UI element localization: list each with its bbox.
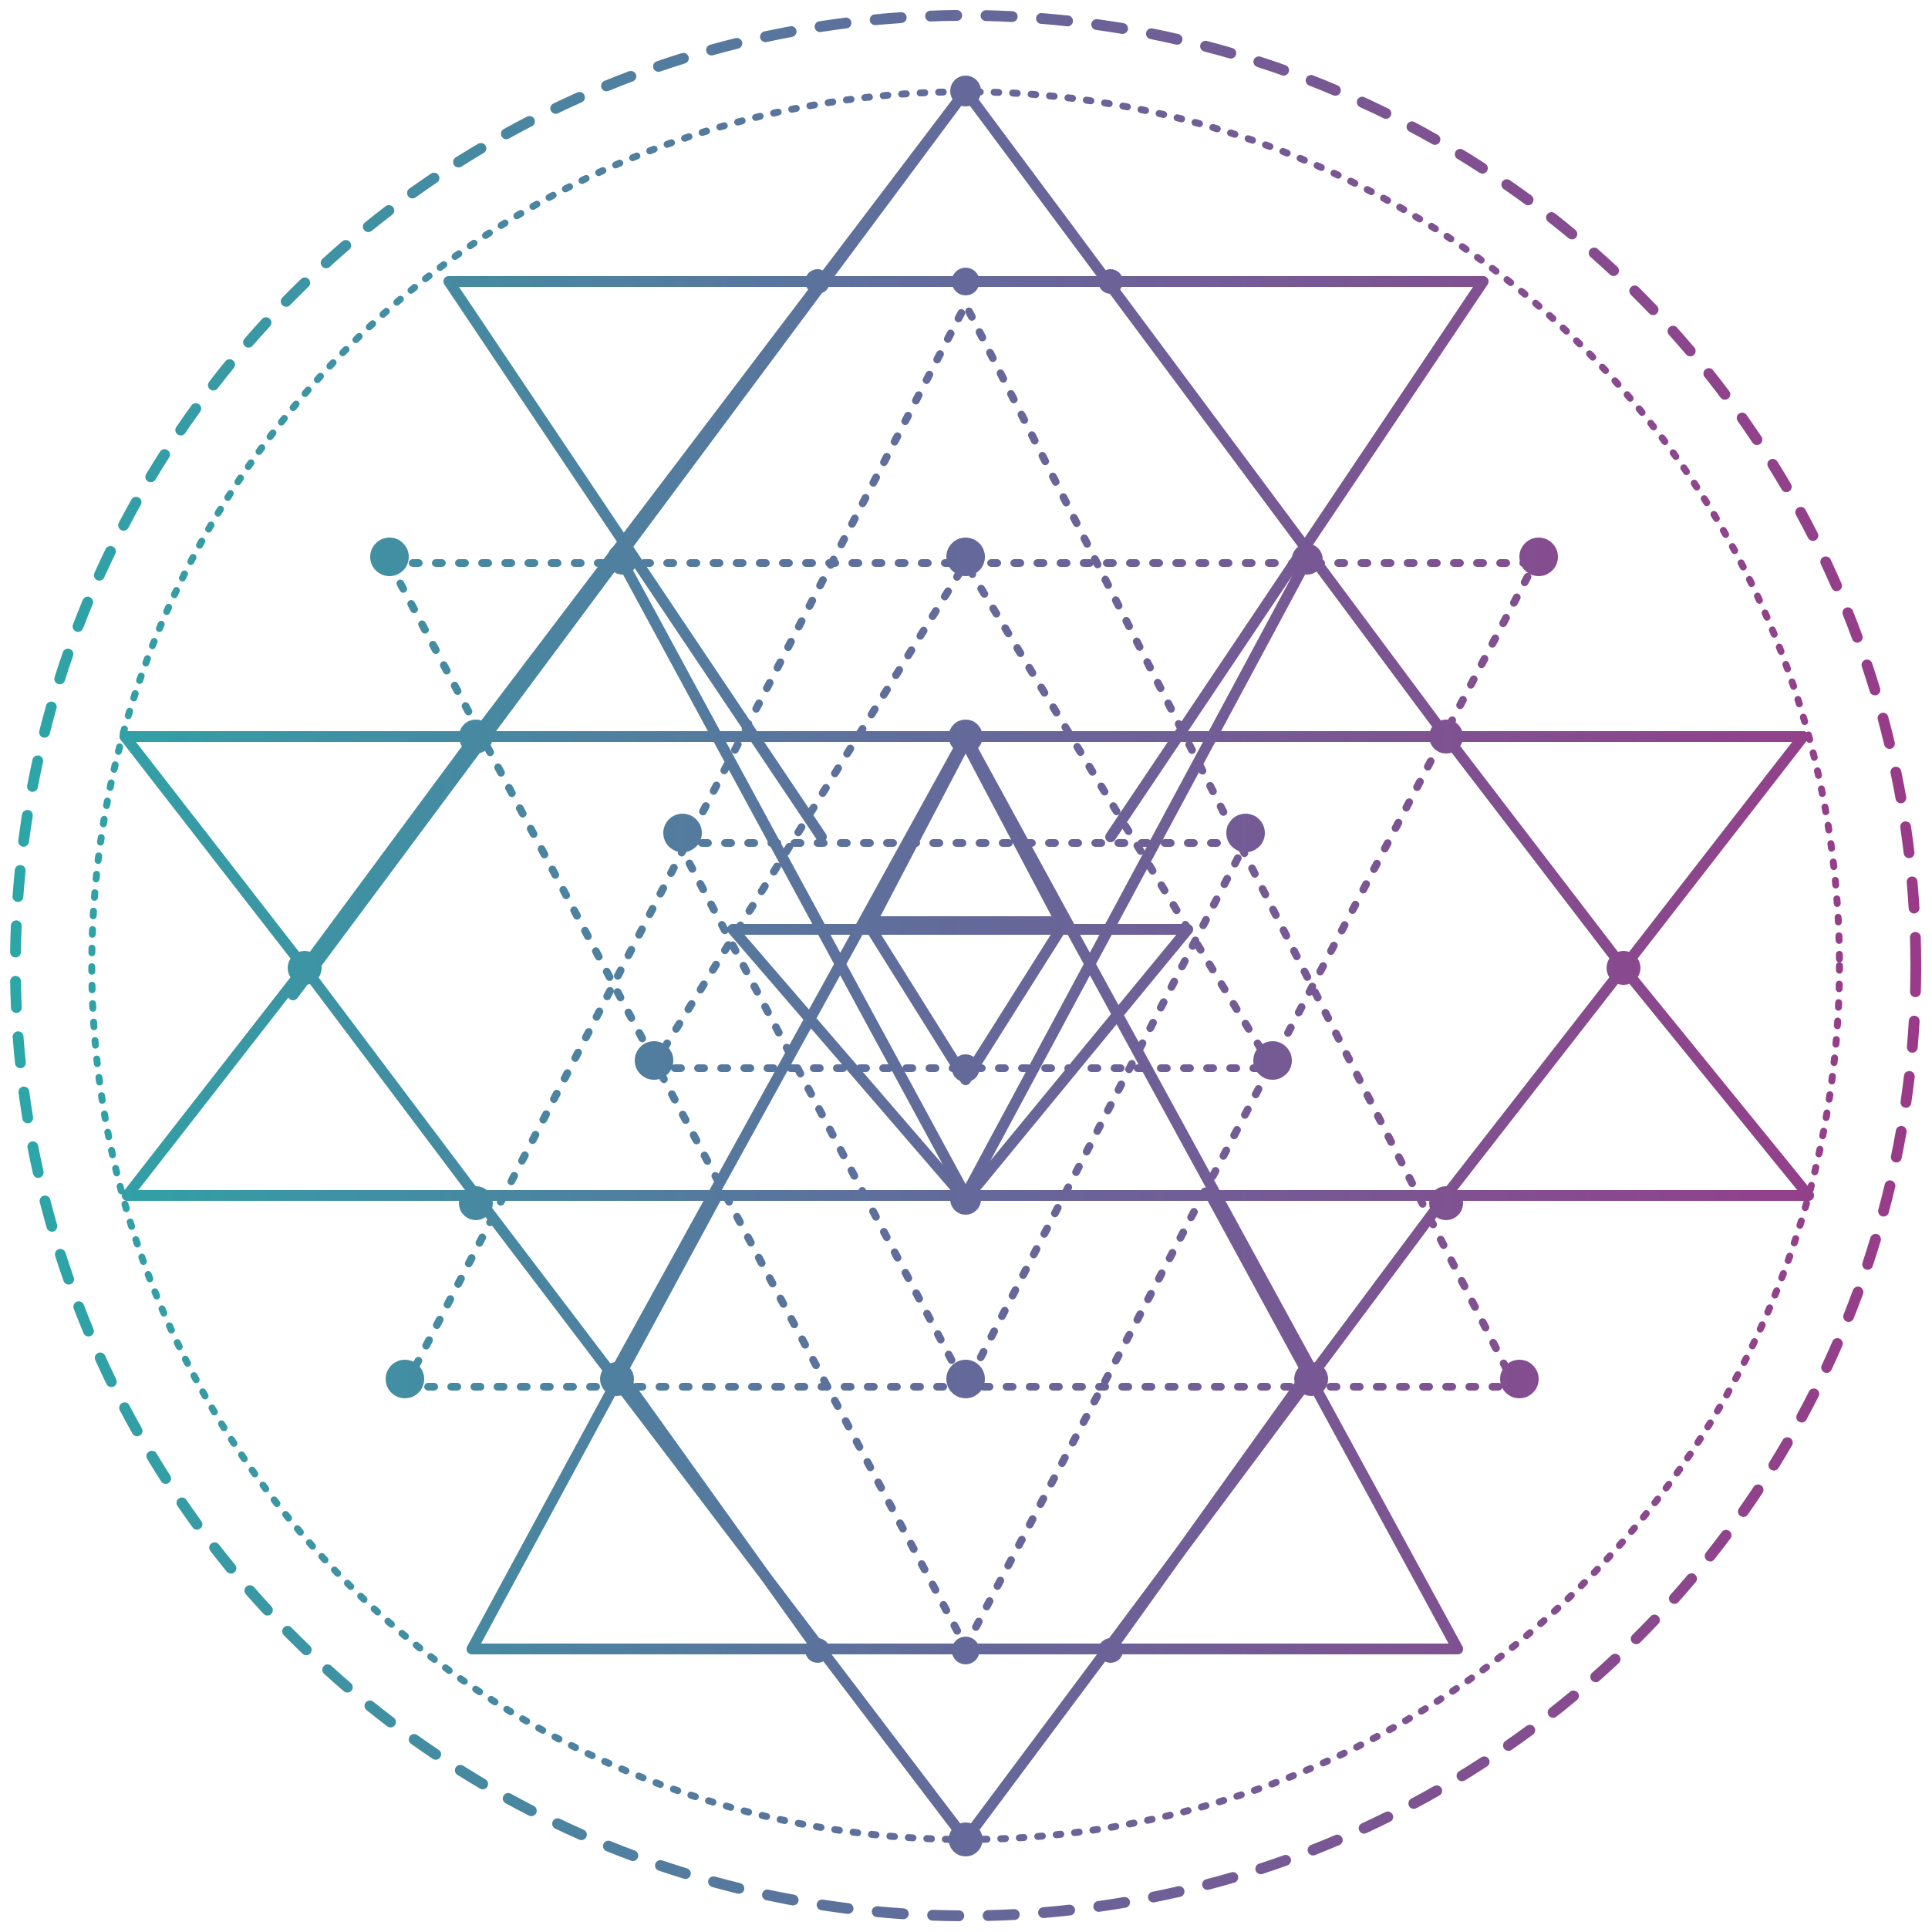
node-right-x: [1607, 951, 1640, 985]
left-upper: [120, 731, 310, 973]
bottom-left-inner: [612, 1364, 823, 1654]
inner-dotted-ring: [88, 88, 1843, 1843]
dotted-triangle-up-inner: [648, 555, 1276, 1072]
node-bottom-bar-center: [952, 1637, 979, 1664]
node-top-bar-right: [1098, 269, 1123, 294]
node-top-bar-center: [952, 268, 979, 295]
node-lower-bar-left: [459, 1186, 493, 1220]
apex-top-right: [960, 86, 1452, 742]
solid-lines: [120, 86, 1814, 1845]
node-bottom-bar-left: [805, 1638, 830, 1663]
node-top-bar-left: [805, 269, 830, 294]
diag-left-down: [615, 554, 971, 1201]
left-inner-lower: [299, 963, 481, 1201]
node-left-x: [288, 951, 322, 985]
diag-right-down: [960, 554, 1313, 1201]
right-lower: [1618, 963, 1814, 1201]
node-upper-bar-center: [949, 720, 983, 754]
dotted-triangle-down-inner: [675, 839, 1249, 1395]
node-dot-ll: [635, 1041, 673, 1080]
bottom-left-edge: [467, 1190, 723, 1654]
node-dot-tc: [946, 538, 985, 576]
node-dot-bl: [386, 1360, 424, 1398]
bottom-right-edge: [1205, 1190, 1463, 1654]
node-lower-bar-center: [950, 1184, 981, 1215]
node-dot-lr: [1253, 1041, 1292, 1080]
right-upper: [1618, 731, 1809, 973]
node-dot-br: [1500, 1360, 1539, 1398]
node-dot-tr: [1519, 538, 1558, 576]
center-inner-down: [866, 924, 1066, 1085]
apex-top-left: [470, 86, 971, 742]
node-x-lower-right: [1294, 1362, 1328, 1396]
bottom-right-inner: [1105, 1364, 1317, 1654]
right-inner-upper: [1441, 731, 1629, 973]
node-lower-bar-right: [1429, 1186, 1463, 1220]
node-bottom-apex: [949, 1822, 983, 1856]
node-dot-tl: [370, 538, 409, 576]
node-top-apex: [950, 76, 981, 106]
node-x-upper-right: [1292, 544, 1323, 575]
node-dot-lc: [952, 1054, 979, 1082]
right-inner-lower: [1441, 963, 1629, 1201]
node-bottom-bar-right: [1098, 1638, 1123, 1663]
node-upper-bar-left: [459, 720, 493, 754]
node-dot-mr: [1226, 814, 1265, 852]
node-upper-bar-right: [1429, 720, 1463, 754]
center-up-triangle: [866, 737, 1066, 927]
nodes: [288, 76, 1640, 1856]
dotted-lattice: [386, 296, 1539, 1655]
outer-dashed-ring: [10, 10, 1921, 1921]
node-dot-bc: [946, 1360, 985, 1398]
left-lower: [122, 963, 310, 1201]
node-dot-ml: [663, 814, 702, 852]
node-x-upper-left: [607, 544, 638, 575]
node-x-lower-left: [600, 1362, 634, 1396]
left-inner-upper: [299, 731, 481, 973]
